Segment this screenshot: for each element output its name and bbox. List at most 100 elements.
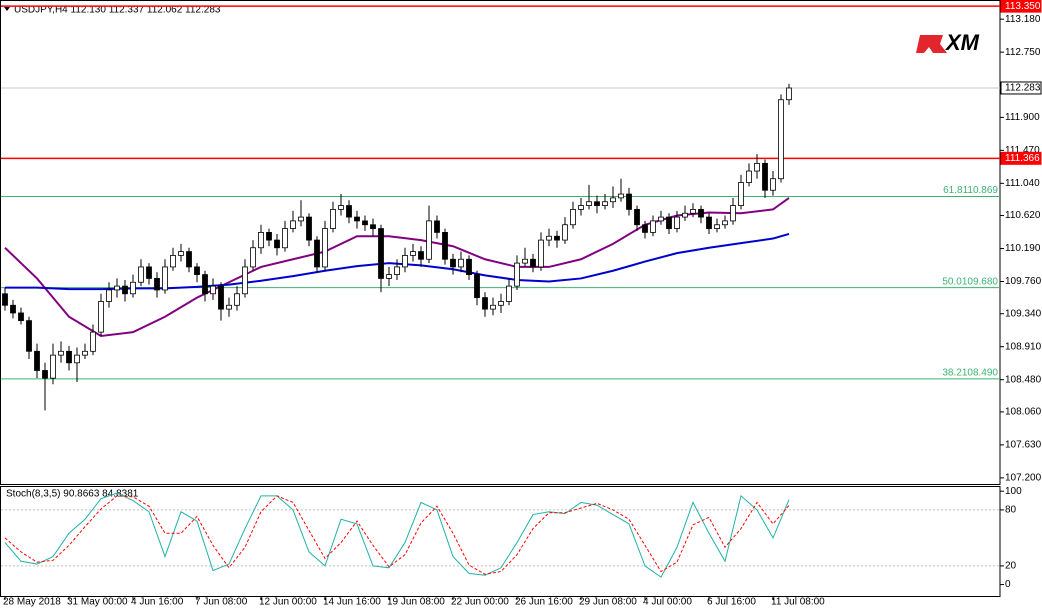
- candle-body: [346, 205, 352, 218]
- candle-body: [722, 220, 728, 226]
- candle-body: [410, 251, 416, 256]
- candle-body: [594, 201, 600, 206]
- y-tick-label: 108.910: [1005, 341, 1042, 352]
- candle-body: [690, 209, 696, 214]
- level-label: 113.350: [1005, 1, 1041, 12]
- y-tick-label: 108.480: [1005, 374, 1042, 385]
- candle-body: [370, 224, 376, 229]
- logo: XM: [916, 30, 980, 55]
- x-tick-label: 28 May 2018: [3, 597, 61, 608]
- candle-body: [642, 224, 648, 233]
- candle-body: [378, 228, 384, 279]
- candle-body: [658, 216, 664, 222]
- level-text: 50.0109.680: [942, 276, 998, 287]
- candle-body: [234, 293, 240, 306]
- level-box: [1000, 151, 1042, 165]
- candle-body: [194, 266, 200, 275]
- candle-body: [226, 304, 232, 310]
- candle-body: [10, 304, 16, 314]
- x-tick-label: 4 Jul 00:00: [643, 597, 692, 608]
- candle-body: [98, 301, 104, 333]
- candle-body: [602, 201, 608, 206]
- candle-body: [610, 197, 616, 203]
- candle-body: [762, 162, 768, 191]
- y-tick-label: 112.750: [1005, 47, 1041, 58]
- candle-body: [138, 266, 144, 283]
- symbol-header: USDJPY,H4 112.130 112.337 112.062 112.28…: [14, 5, 221, 16]
- y-tick-label: 107.200: [1005, 473, 1042, 484]
- candle-body: [698, 209, 704, 218]
- candle-body: [146, 266, 152, 279]
- candle-body: [330, 209, 336, 229]
- candle-body: [26, 320, 32, 352]
- y-tick-label: 111.470: [1005, 145, 1040, 156]
- candle-body: [386, 274, 392, 279]
- candle-body: [530, 258, 536, 268]
- candle-body: [186, 251, 192, 268]
- candle-body: [562, 224, 568, 241]
- candle-body: [578, 205, 584, 210]
- candle-body: [754, 162, 760, 172]
- x-tick-label: 6 Jul 16:00: [707, 597, 756, 608]
- logo-text: XM: [944, 30, 980, 55]
- stoch-y-tick-label: 20: [1005, 561, 1017, 572]
- x-tick-label: 26 Jun 16:00: [515, 597, 573, 608]
- x-tick-label: 12 Jun 00:00: [259, 597, 317, 608]
- x-tick-label: 14 Jun 16:00: [323, 597, 381, 608]
- candle-body: [618, 193, 624, 199]
- candle-body: [546, 235, 552, 241]
- candle-body: [90, 331, 96, 352]
- candle-body: [426, 220, 432, 260]
- x-tick-label: 4 Jun 16:00: [131, 597, 184, 608]
- y-tick-label: 113.180: [1005, 14, 1041, 25]
- stoch-panel: [0, 486, 1001, 597]
- candle-body: [266, 232, 272, 241]
- candle-body: [634, 209, 640, 226]
- y-tick-label: 109.340: [1005, 308, 1042, 319]
- y-tick-label: 108.060: [1005, 407, 1042, 418]
- candle-body: [34, 350, 40, 371]
- candle-body: [778, 99, 784, 180]
- candle-body: [458, 258, 464, 268]
- candle-body: [730, 205, 736, 222]
- candle-body: [258, 232, 264, 249]
- stoch-y-tick-label: 80: [1005, 505, 1017, 516]
- candle-body: [50, 354, 56, 379]
- candle-body: [738, 182, 744, 206]
- candle-body: [210, 285, 216, 295]
- candle-body: [322, 228, 328, 268]
- candle-body: [394, 266, 400, 275]
- y-tick-label: 110.190: [1005, 243, 1041, 254]
- x-tick-label: 22 Jun 00:00: [451, 597, 509, 608]
- y-tick-label: 109.760: [1005, 276, 1042, 287]
- candle-body: [418, 251, 424, 260]
- candle-body: [202, 274, 208, 295]
- level-text: 38.2108.490: [942, 368, 998, 379]
- candle-body: [130, 281, 136, 295]
- candle-body: [450, 258, 456, 268]
- candle-body: [306, 216, 312, 241]
- level-box: [1000, 81, 1042, 95]
- stoch-line: [4, 492, 790, 578]
- candle-body: [2, 293, 8, 306]
- candle-body: [538, 239, 544, 268]
- candle-body: [354, 216, 360, 222]
- candle-body: [106, 289, 112, 302]
- candle-body: [626, 193, 632, 210]
- candle-body: [514, 262, 520, 287]
- candle-body: [442, 232, 448, 260]
- candle-body: [466, 258, 472, 275]
- candle-body: [18, 312, 24, 322]
- level-text: 61.8110.869: [943, 185, 998, 196]
- x-tick-label: 31 May 00:00: [67, 597, 128, 608]
- candle-body: [786, 87, 792, 101]
- candle-body: [570, 209, 576, 226]
- stoch-label: Stoch(8,3,5) 90.8663 84.8381: [6, 489, 139, 500]
- candle-body: [298, 216, 304, 222]
- candle-body: [122, 285, 128, 295]
- candle-body: [242, 266, 248, 295]
- stoch-line: [4, 495, 790, 575]
- level-label: 112.283: [1005, 83, 1041, 94]
